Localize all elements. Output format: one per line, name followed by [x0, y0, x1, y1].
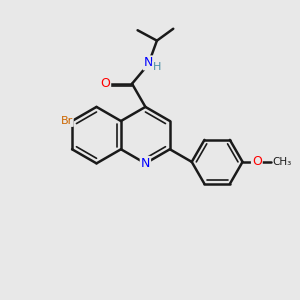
Text: N: N [144, 56, 153, 69]
Text: CH₃: CH₃ [272, 157, 292, 167]
Text: O: O [100, 77, 110, 90]
Text: H: H [152, 62, 161, 72]
Text: O: O [252, 155, 262, 168]
Text: Br: Br [61, 116, 73, 126]
Text: N: N [141, 157, 150, 170]
